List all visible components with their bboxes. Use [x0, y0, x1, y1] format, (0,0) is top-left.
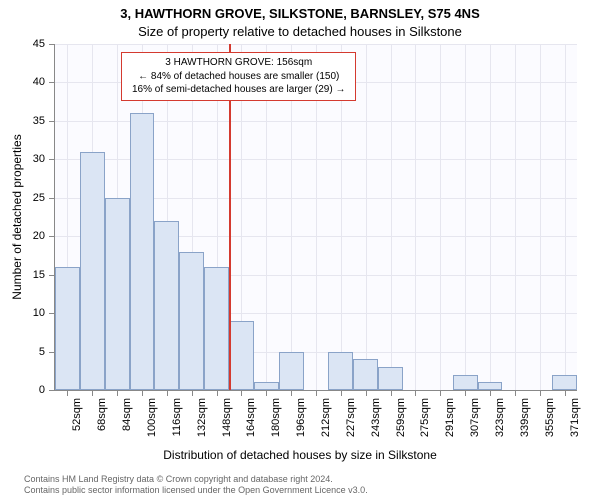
x-axis-label: Distribution of detached houses by size … — [0, 448, 600, 462]
histogram-bar — [478, 382, 503, 390]
histogram-bar — [453, 375, 478, 390]
y-axis-label: Number of detached properties — [10, 52, 24, 217]
ytick-label: 40 — [33, 76, 45, 88]
annotation-box: 3 HAWTHORN GROVE: 156sqm ← 84% of detach… — [121, 52, 356, 101]
histogram-bar — [55, 267, 80, 390]
histogram-bar — [254, 382, 279, 390]
xtick-label: 68sqm — [96, 398, 108, 431]
xtick-label: 196sqm — [295, 398, 307, 437]
xtick-label: 307sqm — [469, 398, 481, 437]
xtick-label: 371sqm — [569, 398, 581, 437]
xtick-label: 275sqm — [419, 398, 431, 437]
xtick-label: 339sqm — [519, 398, 531, 437]
xtick-label: 355sqm — [544, 398, 556, 437]
ytick-label: 45 — [33, 38, 45, 50]
histogram-bar — [279, 352, 304, 390]
xtick-label: 84sqm — [121, 398, 133, 431]
annotation-line-1: 3 HAWTHORN GROVE: 156sqm — [132, 56, 345, 70]
xtick-label: 180sqm — [270, 398, 282, 437]
xtick-label: 164sqm — [245, 398, 257, 437]
chart-subtitle: Size of property relative to detached ho… — [0, 24, 600, 39]
histogram-bar — [552, 375, 577, 390]
attribution-footer: Contains HM Land Registry data © Crown c… — [24, 474, 368, 497]
ytick-label: 10 — [33, 307, 45, 319]
xtick-label: 116sqm — [171, 398, 183, 436]
histogram-bar — [179, 252, 204, 390]
histogram-bar — [154, 221, 179, 390]
histogram-bar — [229, 321, 254, 390]
annotation-line-3: 16% of semi-detached houses are larger (… — [132, 83, 345, 97]
histogram-bar — [353, 359, 378, 390]
chart-title-address: 3, HAWTHORN GROVE, SILKSTONE, BARNSLEY, … — [0, 6, 600, 21]
ytick-label: 35 — [33, 115, 45, 127]
histogram-bar — [105, 198, 130, 390]
annotation-line-2: ← 84% of detached houses are smaller (15… — [132, 70, 345, 84]
xtick-label: 291sqm — [444, 398, 456, 437]
xtick-label: 148sqm — [221, 398, 233, 437]
xtick-label: 323sqm — [494, 398, 506, 437]
xtick-label: 259sqm — [395, 398, 407, 437]
ytick-label: 30 — [33, 153, 45, 165]
xtick-label: 52sqm — [71, 398, 83, 431]
histogram-bar — [130, 113, 155, 390]
xtick-label: 243sqm — [370, 398, 382, 437]
ytick-label: 20 — [33, 230, 45, 242]
histogram-bar — [204, 267, 229, 390]
ytick-label: 15 — [33, 269, 45, 281]
ytick-label: 5 — [39, 346, 45, 358]
xtick-label: 100sqm — [146, 398, 158, 437]
histogram-plot: 05101520253035404552sqm68sqm84sqm100sqm1… — [54, 44, 577, 391]
histogram-bar — [328, 352, 353, 390]
histogram-bar — [378, 367, 403, 390]
ytick-label: 25 — [33, 192, 45, 204]
xtick-label: 132sqm — [196, 398, 208, 437]
xtick-label: 227sqm — [345, 398, 357, 437]
xtick-label: 212sqm — [320, 398, 332, 437]
histogram-bar — [80, 152, 105, 390]
ytick-label: 0 — [39, 384, 45, 396]
